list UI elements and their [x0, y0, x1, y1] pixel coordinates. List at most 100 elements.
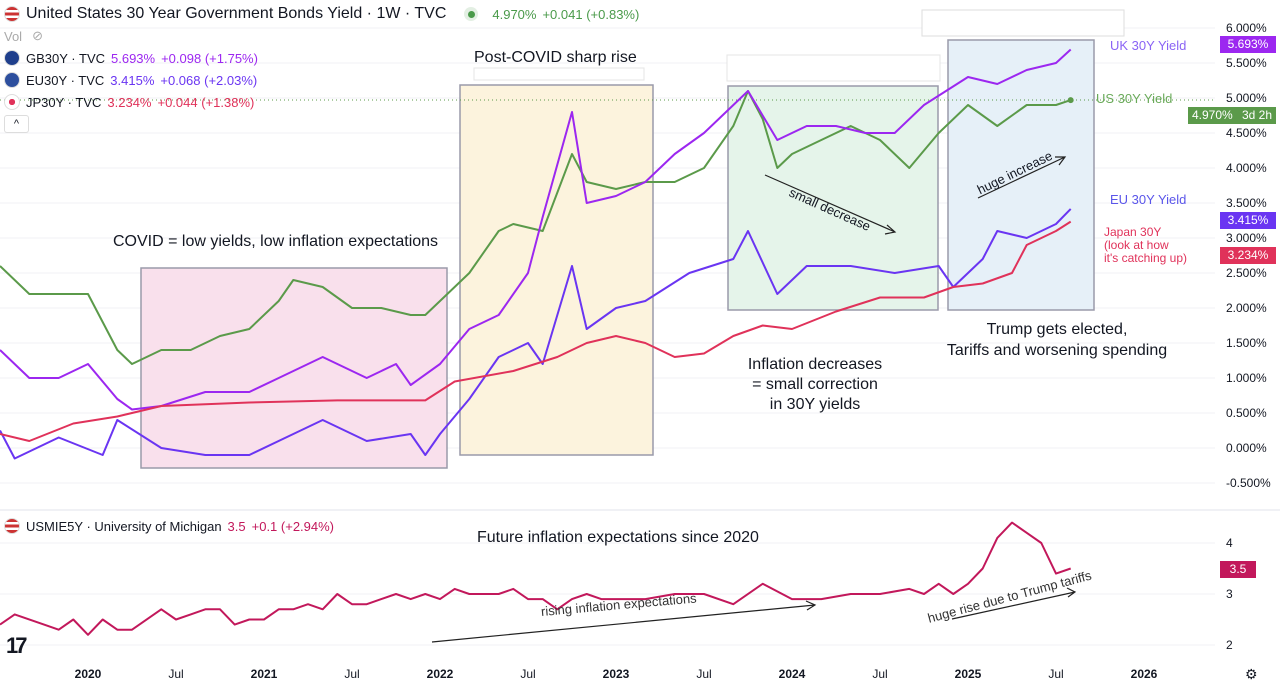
- main-value: 4.970%: [492, 6, 537, 22]
- y-tick-label: -0.500%: [1226, 476, 1271, 490]
- inflation-decrease-box: [727, 85, 939, 311]
- y-tick-label: 3.000%: [1226, 231, 1267, 245]
- rising-arrow: [431, 600, 817, 643]
- x-tick-label: Jul: [168, 667, 184, 681]
- legend-gb30y[interactable]: GB30Y · TVC 5.693% +0.098 (+1.75%): [4, 50, 258, 66]
- post-covid-annotation: Post-COVID sharp rise: [474, 49, 637, 66]
- x-tick-label: Jul: [1048, 667, 1064, 681]
- jp-series-label: Japan 30Y (look at how it's catching up): [1104, 226, 1187, 265]
- y-tick-label: 4: [1226, 536, 1233, 550]
- eu-series-label: EU 30Y Yield: [1110, 192, 1187, 207]
- jp-price-tag: 3.234%: [1220, 247, 1276, 264]
- covid-annotation: COVID = low yields, low inflation expect…: [113, 233, 439, 250]
- main-title: United States 30 Year Government Bonds Y…: [26, 5, 447, 22]
- volume-legend[interactable]: Vol ⊘: [4, 28, 43, 44]
- eye-hidden-icon[interactable]: ⊘: [32, 28, 43, 43]
- settings-icon[interactable]: ⚙: [1245, 666, 1258, 682]
- tag-countdown: 3d 2h: [1241, 108, 1272, 122]
- post-covid-box: [459, 84, 654, 456]
- y-tick-label: 5.000%: [1226, 91, 1267, 105]
- y-tick-label: 4.500%: [1226, 126, 1267, 140]
- main-change: +0.041 (+0.83%): [542, 6, 640, 22]
- x-tick-label: Jul: [696, 667, 712, 681]
- legend-symbol: GB30Y · TVC: [26, 50, 105, 66]
- note-box: [726, 54, 941, 82]
- text-line: Inflation decreases: [747, 356, 883, 373]
- jp-flag-icon: [4, 94, 20, 110]
- text-line: Japan 30Y: [1104, 225, 1162, 239]
- y-tick-label: 0.000%: [1226, 441, 1267, 455]
- uk-price-tag: 5.693%: [1220, 36, 1276, 53]
- us-flag-icon: [4, 6, 20, 22]
- small-decrease-arrow: [764, 174, 897, 235]
- y-tick-label: 0.500%: [1226, 406, 1267, 420]
- huge-rise-arrow: [951, 587, 1077, 620]
- tag-value: 4.970%: [1192, 108, 1233, 122]
- text-line: Tariffs and worsening spending: [946, 342, 1168, 359]
- note-box: [921, 9, 1125, 37]
- y-tick-label: 1.000%: [1226, 371, 1267, 385]
- note-box: [473, 67, 645, 81]
- japan-30y-line: [0, 220, 1072, 442]
- eu-flag-icon: [4, 72, 20, 88]
- covid-box: [140, 267, 448, 469]
- y-tick-label: 2: [1226, 638, 1233, 652]
- y-tick-label: 2.000%: [1226, 301, 1267, 315]
- x-tick-label: 2025: [954, 667, 982, 681]
- x-tick-label: Jul: [872, 667, 888, 681]
- y-tick-label: 3: [1226, 587, 1233, 601]
- legend-change: +0.068 (+2.03%): [160, 72, 258, 88]
- y-tick-label: 1.500%: [1226, 336, 1267, 350]
- legend-jp30y[interactable]: JP30Y · TVC 3.234% +0.044 (+1.38%): [4, 94, 254, 110]
- x-tick-label: 2020: [74, 667, 102, 681]
- legend-change: +0.1 (+2.94%): [251, 518, 335, 534]
- y-tick-label: 4.000%: [1226, 161, 1267, 175]
- trump-annotation: Trump gets elected, Tariffs and worsenin…: [932, 319, 1182, 361]
- uk-series-label: UK 30Y Yield: [1110, 38, 1187, 53]
- text-line: it's catching up): [1104, 251, 1187, 265]
- x-tick-label: Jul: [520, 667, 536, 681]
- text-line: in 30Y yields: [769, 396, 861, 413]
- uk-flag-icon: [4, 50, 20, 66]
- us-flag-icon: [4, 518, 20, 534]
- x-tick-label: 2024: [778, 667, 806, 681]
- y-tick-label: 2.500%: [1226, 266, 1267, 280]
- vol-label: Vol: [4, 28, 23, 44]
- legend-change: +0.044 (+1.38%): [157, 94, 255, 110]
- uk-30y-yield-line: [0, 48, 1072, 411]
- text-line: = small correction: [752, 376, 878, 393]
- huge-increase-arrow: [977, 156, 1067, 199]
- legend-usmie5y[interactable]: USMIE5Y · University of Michigan 3.5 +0.…: [4, 518, 334, 534]
- main-legend[interactable]: United States 30 Year Government Bonds Y…: [4, 5, 639, 23]
- lower-price-tag: 3.5: [1220, 561, 1256, 578]
- y-tick-label: 6.000%: [1226, 21, 1267, 35]
- legend-symbol: JP30Y · TVC: [26, 94, 102, 110]
- us-price-tag: 4.970% 3d 2h: [1188, 107, 1276, 124]
- legend-value: 3.5: [227, 518, 246, 534]
- tradingview-logo[interactable]: 17: [6, 633, 28, 658]
- eu-price-tag: 3.415%: [1220, 212, 1276, 229]
- legend-value: 5.693%: [111, 50, 156, 66]
- y-tick-label: 5.500%: [1226, 56, 1267, 70]
- legend-change: +0.098 (+1.75%): [161, 50, 258, 66]
- us-series-label: US 30Y Yield: [1096, 91, 1173, 106]
- x-tick-label: 2021: [250, 667, 278, 681]
- collapse-legend-button[interactable]: ^: [4, 115, 29, 133]
- x-tick-label: 2026: [1130, 667, 1158, 681]
- x-tick-label: 2022: [426, 667, 454, 681]
- eu-30y-yield-line: [0, 208, 1072, 460]
- us-last-point: [1067, 97, 1074, 104]
- legend-value: 3.234%: [107, 94, 152, 110]
- us-30y-yield-line: [0, 90, 1072, 365]
- legend-eu30y[interactable]: EU30Y · TVC 3.415% +0.068 (+2.03%): [4, 72, 257, 88]
- legend-symbol: USMIE5Y · University of Michigan: [26, 518, 222, 534]
- market-status-icon: [464, 7, 479, 21]
- y-tick-label: 3.500%: [1226, 196, 1267, 210]
- legend-symbol: EU30Y · TVC: [26, 72, 105, 88]
- text-line: Trump gets elected,: [986, 321, 1128, 338]
- trump-box: [947, 39, 1095, 311]
- inflation-decrease-annotation: Inflation decreases = small correction i…: [735, 355, 895, 415]
- x-tick-label: Jul: [344, 667, 360, 681]
- usmie5y-line: [0, 521, 1072, 636]
